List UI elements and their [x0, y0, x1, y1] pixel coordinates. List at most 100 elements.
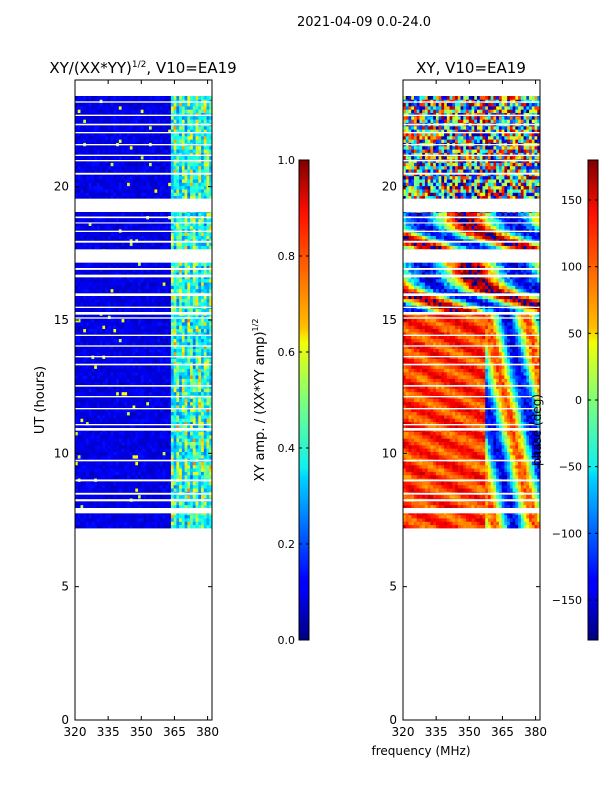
amplitude-cell: [113, 438, 117, 442]
amplitude-cell: [135, 484, 139, 489]
amplitude-cell: [184, 232, 188, 236]
amplitude-cell: [105, 218, 109, 223]
amplitude-cell: [148, 521, 153, 526]
amplitude-cell: [83, 278, 87, 283]
amplitude-cell: [168, 298, 172, 303]
amplitude-cell: [176, 375, 180, 379]
amplitude-cell: [110, 302, 114, 306]
amplitude-cell: [154, 321, 158, 326]
amplitude-cell: [83, 518, 87, 522]
amplitude-cell: [102, 418, 106, 423]
amplitude-cell: [190, 285, 194, 290]
amplitude-cell: [124, 421, 128, 426]
amplitude-cell: [94, 328, 98, 333]
amplitude-cell: [110, 295, 114, 300]
amplitude-cell: [206, 328, 210, 333]
amplitude-cell: [170, 405, 175, 409]
amplitude-cell: [209, 411, 212, 416]
amplitude-cell: [105, 345, 109, 349]
amplitude-cell: [116, 398, 120, 403]
amplitude-cell: [168, 282, 172, 286]
amplitude-cell: [190, 518, 194, 522]
amplitude-cell: [195, 282, 199, 286]
amplitude-cell: [151, 518, 155, 522]
amplitude-cell: [201, 461, 205, 466]
amplitude-cell: [143, 474, 147, 479]
amplitude-cell: [124, 385, 128, 389]
amplitude-cell: [190, 351, 194, 356]
amplitude-cell: [184, 262, 188, 266]
amplitude-cell: [170, 298, 175, 303]
amplitude-cell: [143, 381, 147, 386]
amplitude-cell: [113, 481, 117, 486]
amplitude-cell: [140, 358, 144, 363]
amplitude-cell: [113, 405, 117, 409]
amplitude-cell: [173, 378, 177, 383]
amplitude-cell: [85, 288, 90, 293]
amplitude-cell: [154, 308, 158, 313]
amplitude-cell: [206, 494, 210, 499]
amplitude-cell: [113, 338, 117, 343]
amplitude-cell: [85, 235, 90, 240]
amplitude-cell: [176, 321, 180, 326]
amplitude-cell: [181, 431, 185, 436]
amplitude-cell: [85, 448, 90, 452]
amplitude-cell: [187, 328, 191, 333]
amplitude-cell: [192, 232, 196, 236]
amplitude-cell: [105, 298, 109, 303]
amplitude-cell: [96, 218, 101, 223]
amplitude-cell: [75, 318, 79, 323]
amplitude-cell: [184, 315, 188, 320]
amplitude-cell: [168, 431, 172, 436]
amplitude-cell: [135, 338, 139, 343]
amplitude-cell: [110, 298, 114, 303]
amplitude-cell: [80, 245, 84, 250]
amplitude-cell: [118, 308, 122, 313]
amplitude-cell: [170, 295, 175, 300]
amplitude-cell: [162, 295, 166, 300]
amplitude-cell: [179, 494, 183, 499]
amplitude-cell: [195, 222, 199, 226]
amplitude-cell: [75, 471, 79, 476]
amplitude-cell: [132, 461, 136, 466]
amplitude-cell: [96, 222, 101, 226]
amplitude-cell: [170, 242, 175, 246]
amplitude-cell: [110, 524, 114, 529]
amplitude-cell: [132, 441, 136, 446]
amplitude-cell: [107, 378, 112, 383]
amplitude-cell: [107, 524, 112, 529]
amplitude-cell: [116, 302, 120, 306]
amplitude-cell: [88, 434, 92, 439]
amplitude-cell: [179, 321, 183, 326]
amplitude-cell: [159, 262, 164, 266]
amplitude-cell: [88, 338, 92, 343]
amplitude-cell: [151, 238, 155, 243]
amplitude-cell: [198, 295, 202, 300]
amplitude-cell: [107, 232, 112, 236]
amplitude-cell: [116, 212, 120, 217]
amplitude-cell: [140, 272, 144, 276]
amplitude-cell: [173, 368, 177, 373]
amplitude-cell: [179, 218, 183, 223]
amplitude-cell: [173, 225, 177, 230]
amplitude-cell: [75, 338, 79, 343]
amplitude-cell: [118, 282, 122, 286]
amplitude-cell: [91, 232, 95, 236]
amplitude-cell: [124, 348, 128, 353]
amplitude-cell: [143, 514, 147, 519]
amplitude-cell: [94, 321, 98, 326]
amplitude-cell: [162, 212, 166, 217]
amplitude-cell: [129, 461, 133, 466]
amplitude-cell: [99, 405, 103, 409]
amplitude-cell: [80, 368, 84, 373]
amplitude-cell: [88, 262, 92, 266]
amplitude-cell: [127, 464, 131, 469]
amplitude-cell: [181, 418, 185, 423]
amplitude-cell: [170, 331, 175, 336]
amplitude-cell: [184, 391, 188, 396]
amplitude-cell: [168, 195, 172, 200]
amplitude-cell: [83, 235, 87, 240]
amplitude-cell: [168, 302, 172, 306]
amplitude-cell: [209, 421, 212, 426]
amplitude-cell: [190, 421, 194, 426]
